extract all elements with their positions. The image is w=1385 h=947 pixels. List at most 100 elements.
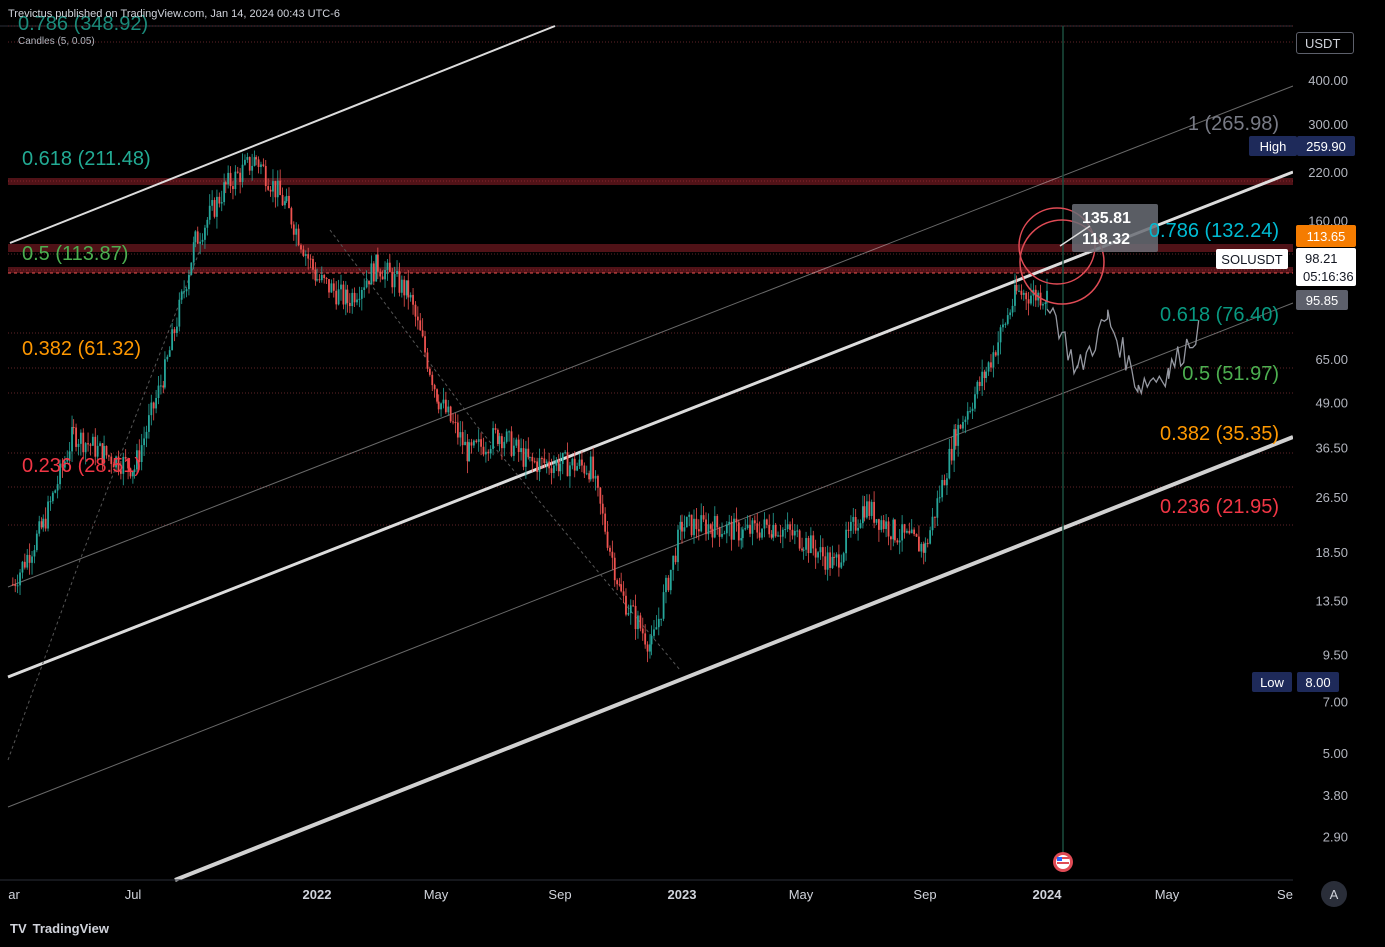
candle <box>477 439 480 442</box>
candle <box>870 501 873 516</box>
time-tick-label: 2024 <box>1033 887 1063 902</box>
candle <box>414 304 417 317</box>
indicator-legend: Candles (5, 0.05) <box>18 36 95 47</box>
fib-left-label: 0.618 (211.48) <box>22 148 151 170</box>
candle <box>1006 315 1009 324</box>
candle <box>751 520 754 534</box>
candle <box>953 429 956 461</box>
candle <box>274 181 277 198</box>
candle <box>447 406 450 413</box>
candle <box>756 523 759 533</box>
candle <box>669 569 672 591</box>
candle <box>536 461 539 473</box>
candle <box>356 299 358 303</box>
candle <box>173 329 176 334</box>
high-tag-text: High <box>1260 139 1287 154</box>
low-tag-bg <box>1252 672 1292 692</box>
candle <box>807 538 810 554</box>
candle <box>133 469 136 472</box>
candle <box>166 356 169 360</box>
candle <box>44 518 47 529</box>
candle <box>513 445 515 456</box>
candle <box>466 441 469 462</box>
fib-right-label: 0.618 (76.40) <box>1160 304 1279 326</box>
candle <box>204 227 206 240</box>
candle <box>89 444 92 446</box>
candle <box>644 633 647 645</box>
candle <box>140 445 143 463</box>
candle <box>284 201 286 206</box>
candle <box>649 644 651 652</box>
candle <box>976 381 979 395</box>
candle <box>148 415 150 432</box>
candle <box>971 408 974 411</box>
candle <box>763 519 766 529</box>
candle <box>143 438 145 446</box>
candle <box>229 172 232 187</box>
candle <box>672 555 675 570</box>
candle <box>346 289 349 303</box>
candle <box>796 530 799 532</box>
candle <box>674 555 677 563</box>
candle <box>489 448 492 454</box>
candle <box>943 479 946 486</box>
grey-price-tag: 95.85 <box>1296 290 1348 310</box>
candle <box>365 280 368 288</box>
candle <box>376 254 379 272</box>
candle <box>122 456 125 474</box>
candle <box>232 186 234 190</box>
candle <box>910 529 913 534</box>
candle <box>901 524 904 541</box>
annotation-lower-value: 118.32 <box>1082 231 1130 248</box>
candle <box>789 524 791 530</box>
candle <box>1014 284 1016 306</box>
candle <box>325 277 328 280</box>
candle <box>279 180 282 196</box>
candle <box>105 446 108 456</box>
fib-left-label: 0.5 (113.87) <box>22 243 128 265</box>
candle <box>679 521 682 530</box>
candle <box>136 450 138 470</box>
auto-scale-button[interactable]: A <box>1321 881 1347 907</box>
candle <box>285 195 288 202</box>
candle <box>781 529 784 537</box>
fib-right-label: 1 (265.98) <box>1188 113 1279 135</box>
candle <box>529 456 531 458</box>
candle <box>987 362 990 372</box>
candle <box>959 424 962 429</box>
candle <box>31 556 33 563</box>
candle <box>868 501 871 516</box>
candle <box>866 501 868 518</box>
price-tick-label: 18.50 <box>1315 545 1348 560</box>
candle <box>677 529 679 563</box>
candle <box>854 517 857 531</box>
candle <box>162 385 165 388</box>
candle <box>272 181 274 192</box>
candle <box>56 484 59 491</box>
candle <box>239 172 242 183</box>
candle <box>520 448 522 453</box>
price-tick-label: 36.50 <box>1315 441 1348 456</box>
candle <box>604 513 607 532</box>
candle <box>585 473 588 475</box>
candle <box>510 431 513 456</box>
candle <box>63 461 66 468</box>
candle <box>566 452 569 477</box>
candle <box>569 465 571 477</box>
candle <box>442 399 445 404</box>
candle <box>297 228 300 246</box>
candle <box>138 450 141 463</box>
candle <box>424 336 426 353</box>
candle <box>929 530 932 544</box>
candle <box>728 521 731 525</box>
candle <box>348 302 351 307</box>
price-tick-label: 220.00 <box>1308 165 1348 180</box>
candle <box>857 527 859 531</box>
currency-selector[interactable]: USDT <box>1296 32 1354 54</box>
candle <box>550 468 553 474</box>
price-tick-label: 160.00 <box>1308 214 1348 229</box>
candle <box>592 456 595 479</box>
tradingview-logo[interactable]: TV TradingView <box>10 921 109 936</box>
candle <box>650 635 653 645</box>
